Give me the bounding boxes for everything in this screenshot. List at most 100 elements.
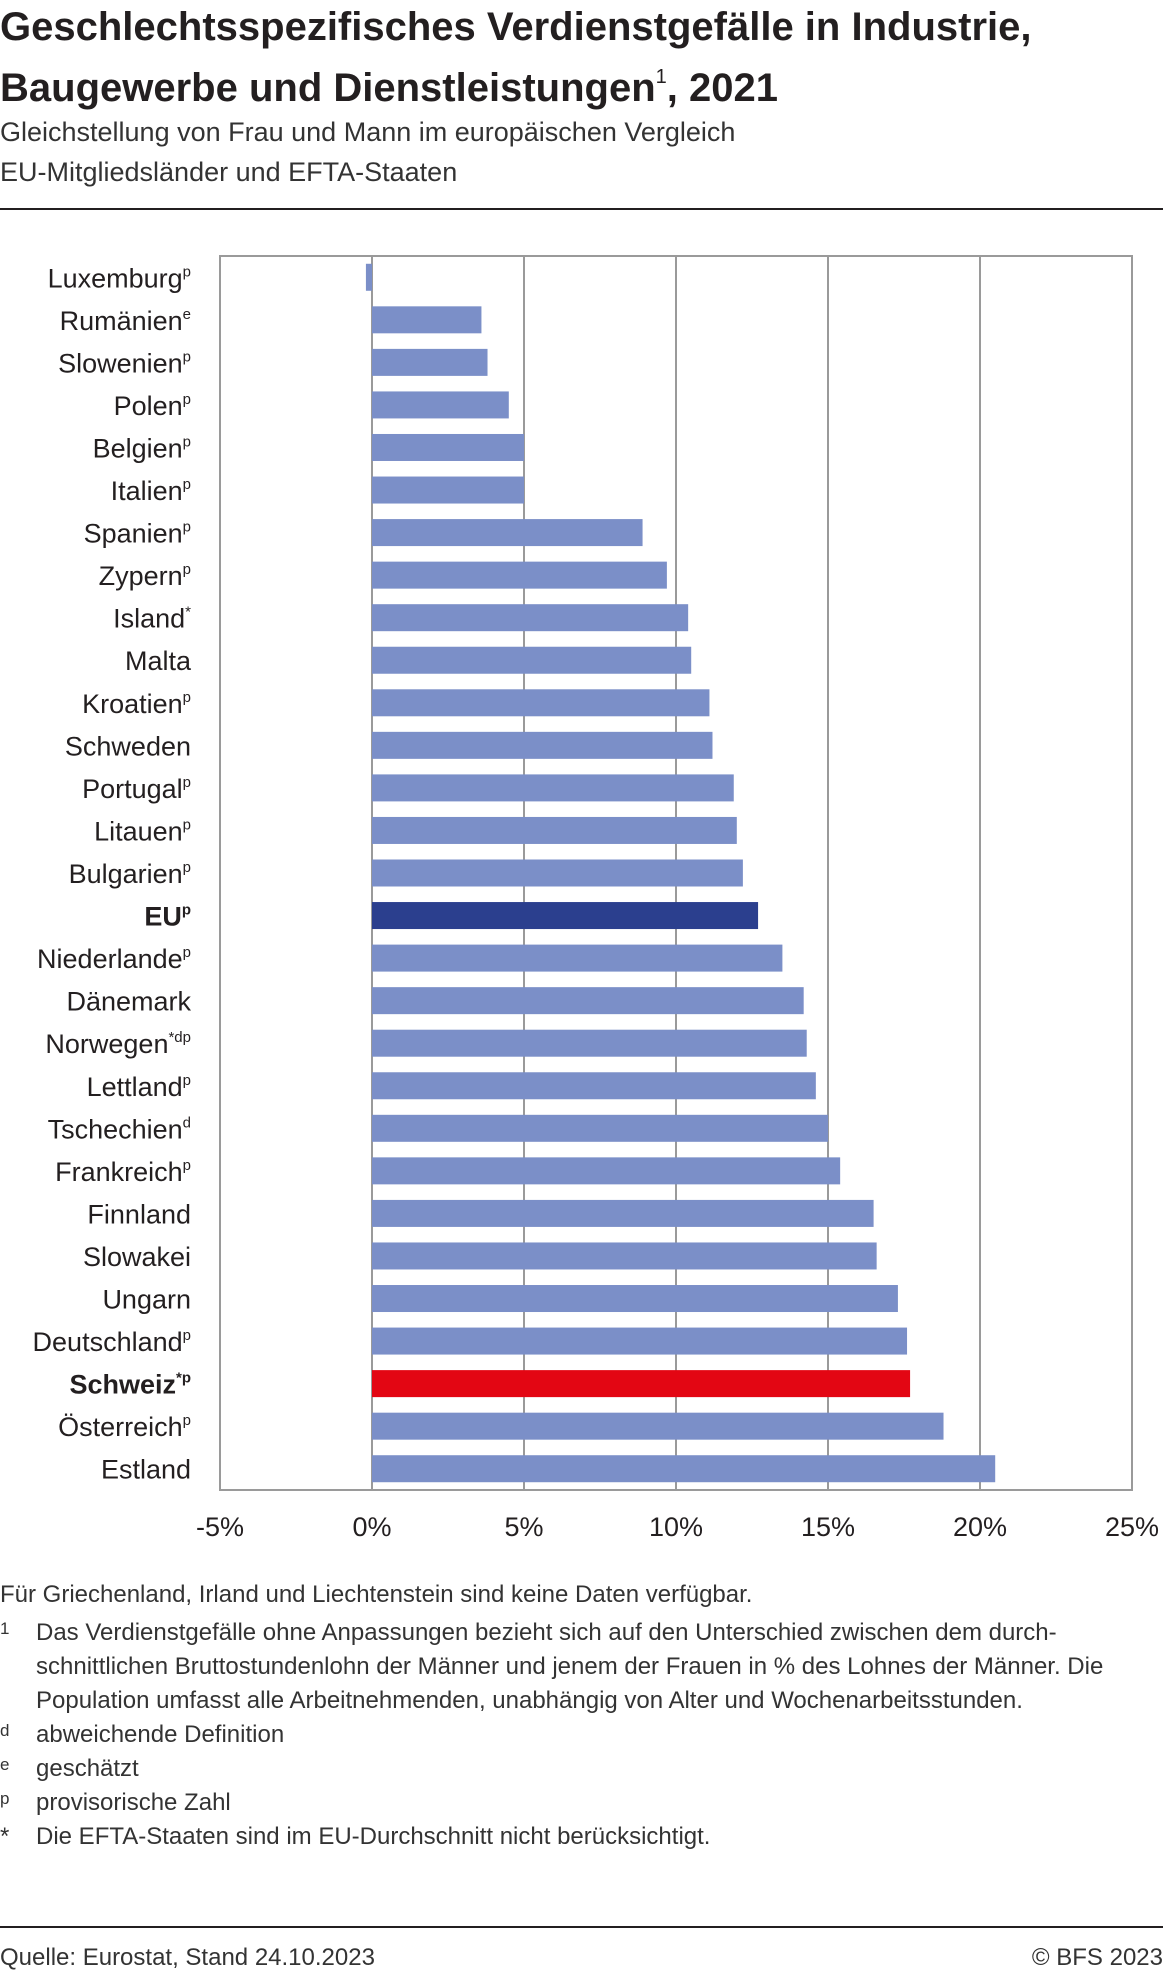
bar: [372, 1114, 828, 1142]
category-name: EU: [144, 902, 182, 932]
category-footnote-mark: *: [185, 604, 191, 621]
bar: [372, 1029, 807, 1057]
category-label: Schweiz*p: [69, 1370, 191, 1400]
category-footnote-mark: p: [182, 902, 191, 919]
category-label: Estland: [101, 1455, 191, 1485]
bar: [372, 1455, 996, 1483]
title-footnote-mark: 1: [655, 66, 667, 88]
subtitle-line-1: Gleichstellung von Frau und Mann im euro…: [0, 117, 736, 147]
footnote-text: abweichende Definition: [36, 1721, 285, 1748]
bar: [372, 646, 692, 674]
category-name: Dänemark: [66, 987, 191, 1017]
bar: [372, 774, 734, 802]
category-label: Tschechiend: [48, 1114, 191, 1144]
bar: [372, 859, 743, 887]
category-name: Deutschland: [33, 1327, 183, 1357]
category-footnote-mark: e: [183, 306, 191, 323]
category-label: Rumäniene: [60, 306, 191, 336]
category-footnote-mark: *dp: [168, 1029, 191, 1046]
footnote-item: e geschätzt: [0, 1752, 1163, 1786]
category-footnote-mark: p: [183, 944, 191, 961]
category-label: Italienp: [111, 476, 191, 506]
category-name: Luxemburg: [48, 263, 183, 293]
category-name: Italien: [111, 476, 183, 506]
category-label: Schweden: [65, 731, 191, 761]
category-label: Kroatienp: [82, 689, 191, 719]
footnote-list: 1 Das Verdienstgefälle ohne Anpassungen b…: [0, 1616, 1163, 1854]
footnote-mark: e: [0, 1755, 10, 1774]
category-name: Portugal: [82, 774, 183, 804]
category-name: Ungarn: [102, 1285, 191, 1315]
category-label: Island*: [113, 604, 191, 634]
category-footnote-mark: p: [183, 348, 191, 365]
x-tick-label: 15%: [801, 1512, 855, 1540]
footnote-text: provisorische Zahl: [36, 1789, 231, 1816]
title-line-2: Baugewerbe und Dienstleistungen1, 2021: [0, 52, 1163, 113]
category-name: Zypern: [99, 561, 183, 591]
category-footnote-mark: p: [183, 519, 191, 536]
copyright-text: © BFS 2023: [1031, 1944, 1163, 1971]
footnote-mark: 1: [0, 1619, 10, 1638]
category-footnote-mark: p: [183, 263, 191, 280]
category-label: Luxemburgp: [48, 263, 191, 293]
category-label: Lettlandp: [87, 1072, 191, 1102]
category-name: Tschechien: [48, 1114, 183, 1144]
category-name: Slowenien: [58, 348, 183, 378]
x-tick-label: 10%: [649, 1512, 703, 1540]
bar: [372, 1370, 911, 1398]
category-name: Niederlande: [37, 944, 183, 974]
bar: [372, 1285, 898, 1313]
footnote-mark: *: [0, 1823, 10, 1850]
footer: Quelle: Eurostat, Stand 24.10.2023 © BFS…: [0, 1944, 1163, 1972]
category-name: Slowakei: [83, 1242, 191, 1272]
category-name: Norwegen: [45, 1029, 168, 1059]
bar: [372, 944, 783, 972]
category-label: EUp: [144, 902, 191, 932]
footnote-text: Die EFTA-Staaten sind im EU-Durchschnitt…: [36, 1823, 711, 1850]
bar: [372, 476, 524, 504]
header-rule: [0, 208, 1163, 210]
chart-title: Geschlechtsspezifisches Verdienstgefälle…: [0, 2, 1163, 113]
category-footnote-mark: p: [183, 859, 191, 876]
category-footnote-mark: p: [183, 1157, 191, 1174]
bar: [365, 263, 372, 291]
x-tick-label: 20%: [953, 1512, 1007, 1540]
footnote-item: 1 Das Verdienstgefälle ohne Anpassungen b…: [0, 1616, 1163, 1718]
category-label: Frankreichp: [55, 1157, 191, 1187]
footnote-mark: p: [0, 1789, 10, 1808]
category-label: Dänemark: [66, 987, 191, 1017]
category-footnote-mark: p: [183, 433, 191, 450]
category-footnote-mark: *p: [176, 1370, 191, 1387]
bar: [372, 561, 667, 589]
bar: [372, 689, 710, 717]
no-data-note: Für Griechenland, Irland und Liechtenste…: [0, 1581, 753, 1608]
title-line-1: Geschlechtsspezifisches Verdienstgefälle…: [0, 5, 1032, 49]
category-name: Schweden: [65, 731, 191, 761]
footer-rule: [0, 1926, 1163, 1928]
title-year: , 2021: [666, 66, 778, 110]
bar: [372, 1157, 841, 1185]
category-label: Spanienp: [84, 519, 191, 549]
category-footnote-mark: p: [183, 1072, 191, 1089]
category-name: Polen: [114, 391, 183, 421]
category-label: Ungarn: [102, 1285, 191, 1315]
bar: [372, 1199, 874, 1227]
category-label: Norwegen*dp: [45, 1029, 191, 1059]
bar: [372, 816, 737, 844]
category-name: Kroatien: [82, 689, 183, 719]
bar: [372, 604, 689, 632]
bar: [372, 1327, 908, 1355]
category-footnote-mark: p: [183, 816, 191, 833]
x-tick-label: -5%: [196, 1512, 244, 1540]
category-label: Malta: [125, 646, 192, 676]
category-name: Österreich: [58, 1412, 183, 1442]
category-name: Finnland: [87, 1199, 191, 1229]
category-label: Polenp: [114, 391, 191, 421]
title-line-2-text: Baugewerbe und Dienstleistungen: [0, 66, 656, 110]
category-label: Niederlandep: [37, 944, 191, 974]
plot-frame: [219, 255, 1133, 1491]
category-name: Malta: [125, 646, 192, 676]
category-name: Lettland: [87, 1072, 183, 1102]
bar: [372, 1242, 877, 1270]
footnote-item: * Die EFTA-Staaten sind im EU-Durchschnit…: [0, 1820, 1163, 1854]
